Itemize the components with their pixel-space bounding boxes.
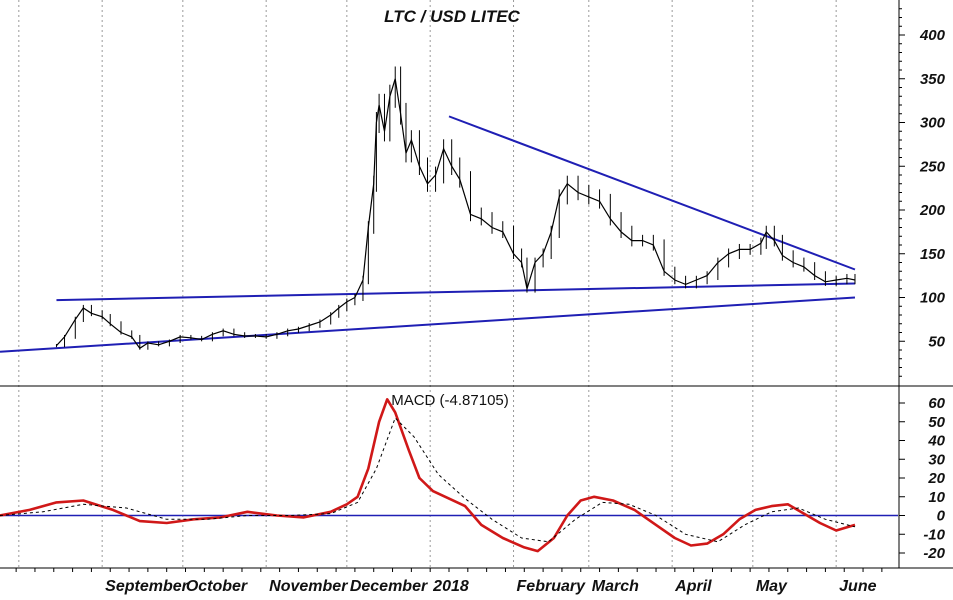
macd-y-tick-label: 0 bbox=[937, 508, 946, 525]
price-y-tick-label: 300 bbox=[920, 115, 946, 132]
price-y-tick-label: 150 bbox=[920, 246, 946, 263]
month-label-february: February bbox=[517, 578, 587, 595]
trend-layer bbox=[0, 115, 856, 353]
price-chart-title: LTC / USD LITEC bbox=[384, 7, 520, 26]
rising-support-line bbox=[0, 296, 856, 353]
grid-layer bbox=[18, 0, 837, 568]
macd-y-tick-label: 20 bbox=[927, 470, 945, 487]
month-label-september: September bbox=[105, 578, 188, 595]
macd-y-tick-label: 30 bbox=[928, 451, 945, 468]
macd-y-tick-label: 10 bbox=[928, 489, 945, 506]
month-label-march: March bbox=[592, 578, 639, 595]
price-y-tick-label: 350 bbox=[920, 71, 946, 88]
macd-y-tick-label: 60 bbox=[928, 395, 945, 412]
price-y-tick-label: 250 bbox=[919, 158, 946, 175]
price-line bbox=[56, 78, 856, 350]
macd-y-tick-label: 40 bbox=[927, 433, 945, 450]
month-label-june: June bbox=[839, 578, 876, 595]
price-y-tick-label: 200 bbox=[919, 202, 946, 219]
month-label-2018: 2018 bbox=[432, 578, 469, 595]
macd-y-tick-label: 50 bbox=[928, 414, 945, 431]
price-y-tick-label: 50 bbox=[928, 333, 945, 350]
upper-triangle-line bbox=[448, 115, 856, 271]
macd-layer bbox=[0, 397, 898, 553]
macd-y-tick-label: -20 bbox=[923, 545, 945, 562]
month-label-november: November bbox=[269, 578, 348, 595]
macd-line bbox=[0, 397, 856, 553]
price-layer bbox=[55, 66, 856, 350]
month-label-december: December bbox=[350, 578, 428, 595]
macd-signal-line bbox=[0, 417, 856, 543]
macd-title: MACD (-4.87105) bbox=[391, 392, 509, 409]
month-label-april: April bbox=[674, 578, 712, 595]
month-label-october: October bbox=[186, 578, 248, 595]
price-y-tick-label: 400 bbox=[919, 27, 946, 44]
macd-y-tick-label: -10 bbox=[923, 526, 945, 543]
horizontal-support-line bbox=[56, 282, 856, 302]
price-y-tick-label: 100 bbox=[920, 290, 946, 307]
month-label-may: May bbox=[756, 578, 788, 595]
